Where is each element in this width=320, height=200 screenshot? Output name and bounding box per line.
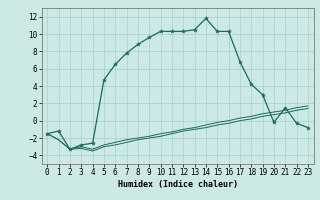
X-axis label: Humidex (Indice chaleur): Humidex (Indice chaleur) (118, 180, 237, 189)
